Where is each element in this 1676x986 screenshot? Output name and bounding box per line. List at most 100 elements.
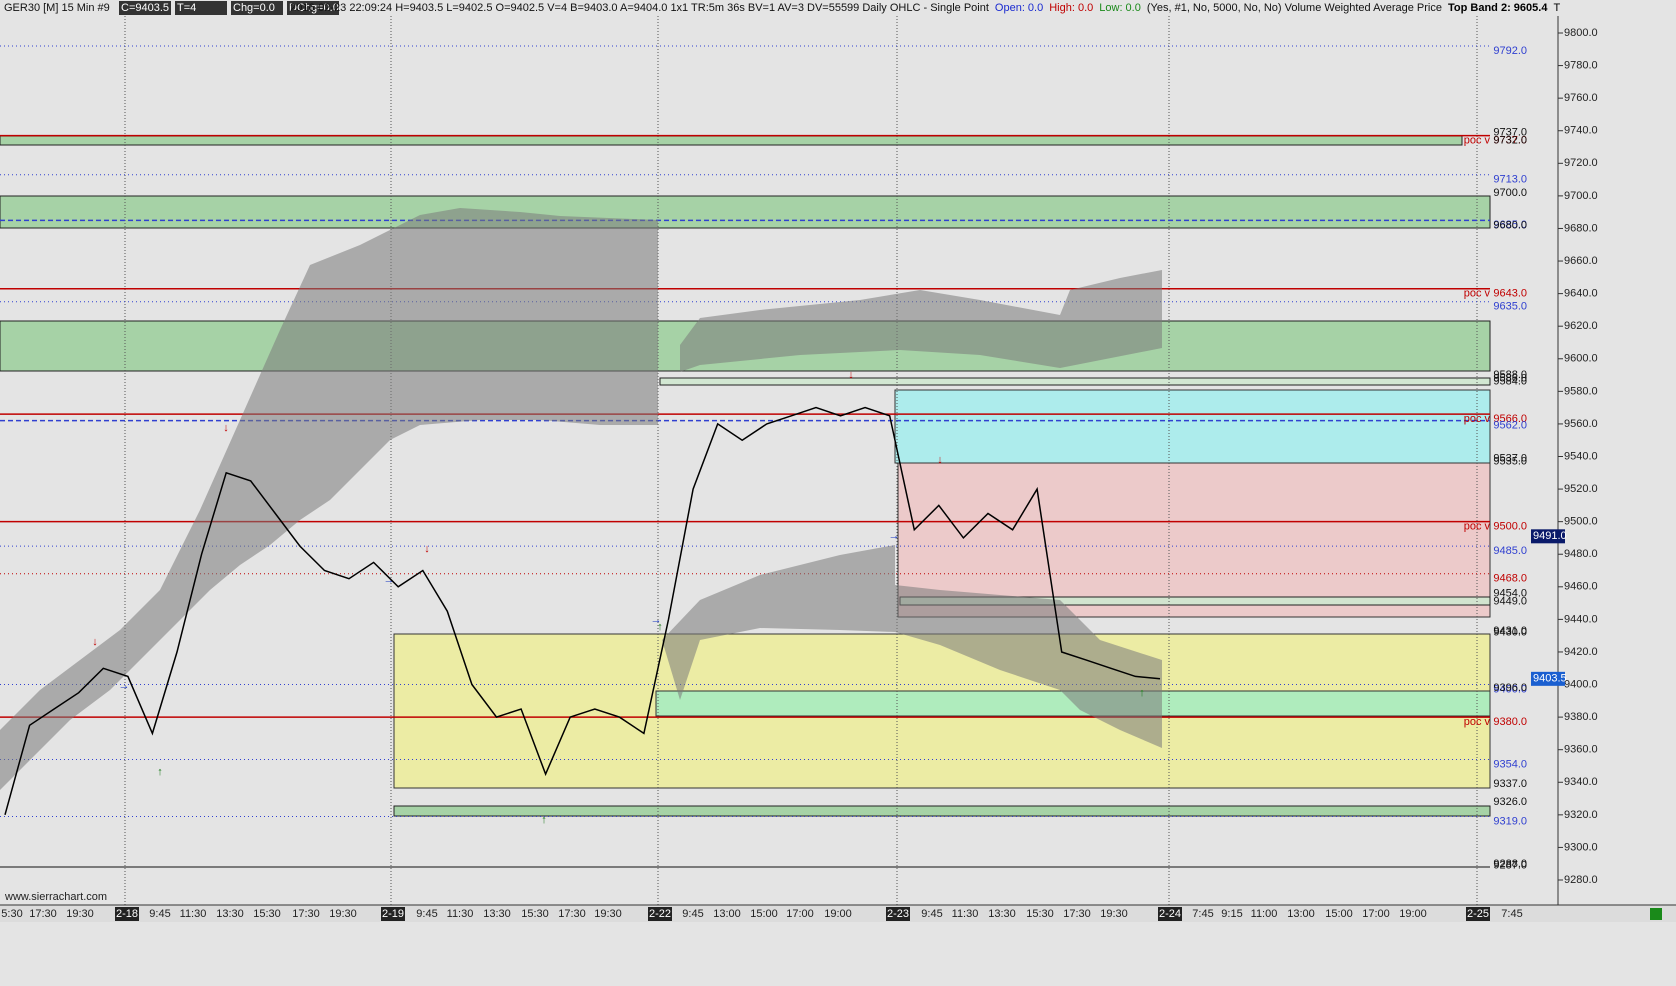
price-marker-label: 9403.5 bbox=[1533, 673, 1567, 685]
level-label: 9500.0 bbox=[1493, 521, 1527, 533]
zone-label: 9449.0 bbox=[1493, 596, 1527, 608]
entry-arrow: → bbox=[119, 680, 130, 692]
y-tick-label: 9500.0 bbox=[1564, 516, 1598, 528]
y-tick-label: 9440.0 bbox=[1564, 613, 1598, 625]
price-line bbox=[4, 406, 1161, 815]
zone-label: 9732.0 bbox=[1493, 135, 1527, 147]
y-tick-label: 9280.0 bbox=[1564, 874, 1598, 886]
y-tick-label: 9420.0 bbox=[1564, 646, 1598, 658]
vwap-band bbox=[662, 545, 1162, 748]
day-box bbox=[381, 907, 405, 921]
zone-label: 9537.0 bbox=[1493, 452, 1527, 464]
time-label: 19:00 bbox=[1399, 908, 1427, 920]
zone-label: 9288.0 bbox=[1493, 858, 1527, 870]
zone-label: 9454.0 bbox=[1493, 587, 1527, 599]
level-label: 9380.0 bbox=[1493, 716, 1527, 728]
entry-arrow: → bbox=[889, 530, 900, 542]
zone bbox=[894, 389, 1491, 464]
y-tick-label: 9580.0 bbox=[1564, 385, 1598, 397]
level-prefix: poc v bbox=[1464, 521, 1491, 533]
time-label: 17:30 bbox=[29, 908, 57, 920]
level-label: 9354.0 bbox=[1493, 758, 1527, 770]
zone bbox=[0, 135, 1463, 146]
level-label: 9643.0 bbox=[1493, 288, 1527, 300]
level-label: 9737.0 bbox=[1493, 135, 1527, 147]
level-label: 9485.0 bbox=[1493, 545, 1527, 557]
header-info: 2016-02-23 22:09:24 H=9403.5 L=9402.5 O=… bbox=[290, 2, 1560, 14]
header: GER30 [M] 15 Min #9 bbox=[4, 2, 110, 14]
y-tick-label: 9540.0 bbox=[1564, 450, 1598, 462]
zone-label: 9430.0 bbox=[1493, 627, 1527, 639]
y-tick-label: 9620.0 bbox=[1564, 320, 1598, 332]
header-box bbox=[287, 1, 339, 15]
time-label: 19:30 bbox=[1100, 908, 1128, 920]
price-marker-label: 9491.0 bbox=[1533, 530, 1567, 542]
time-label: 13:00 bbox=[713, 908, 741, 920]
y-tick-label: 9660.0 bbox=[1564, 255, 1598, 267]
zone-label: 9737.0 bbox=[1493, 127, 1527, 139]
time-label: 19:30 bbox=[66, 908, 94, 920]
time-label: 9:15 bbox=[1221, 908, 1242, 920]
day-label: 2-18 bbox=[116, 908, 138, 920]
sell-arrow: ↓ bbox=[424, 543, 430, 555]
time-label: 13:00 bbox=[1287, 908, 1315, 920]
zone-label: 9584.0 bbox=[1493, 376, 1527, 388]
time-label: 11:30 bbox=[180, 908, 207, 920]
time-label: 7:45 bbox=[1192, 908, 1213, 920]
open: Open: 0.0 bbox=[995, 2, 1043, 14]
zone bbox=[0, 195, 1491, 229]
y-tick-label: 9520.0 bbox=[1564, 483, 1598, 495]
y-tick-label: 9680.0 bbox=[1564, 222, 1598, 234]
time-label: 11:00 bbox=[1251, 908, 1278, 920]
header-box bbox=[119, 1, 171, 15]
y-tick-label: 9380.0 bbox=[1564, 711, 1598, 723]
vwap-band bbox=[680, 270, 1162, 372]
zone-label: 9535.0 bbox=[1493, 456, 1527, 468]
y-tick-label: 9780.0 bbox=[1564, 59, 1598, 71]
level-label: 9468.0 bbox=[1493, 573, 1527, 585]
level-label: 9635.0 bbox=[1493, 301, 1527, 313]
day-label: 2-24 bbox=[1159, 908, 1181, 920]
y-tick-label: 9700.0 bbox=[1564, 190, 1598, 202]
day-box bbox=[886, 907, 910, 921]
level-label: 9400.0 bbox=[1493, 683, 1527, 695]
time-label: 9:45 bbox=[149, 908, 170, 920]
level-prefix: poc v bbox=[1464, 413, 1491, 425]
level-prefix: poc v bbox=[1464, 288, 1491, 300]
zone-label: 9586.0 bbox=[1493, 372, 1527, 384]
price-marker bbox=[1531, 671, 1565, 686]
sell-arrow: ↓ bbox=[937, 454, 943, 466]
time-label: 17:30 bbox=[558, 908, 586, 920]
vwap-band bbox=[0, 208, 658, 790]
vwap-bands bbox=[0, 208, 1162, 790]
header-box-label: T=4 bbox=[177, 2, 196, 14]
time-label: 17:30 bbox=[1063, 908, 1091, 920]
day-label: 2-23 bbox=[887, 908, 909, 920]
level-label: 9319.0 bbox=[1493, 815, 1527, 827]
entry-arrow: → bbox=[384, 574, 395, 586]
level-label: 9562.0 bbox=[1493, 420, 1527, 432]
watermark: www.sierrachart.com bbox=[4, 891, 107, 903]
time-label: 7:45 bbox=[1501, 908, 1522, 920]
y-tick-label: 9560.0 bbox=[1564, 418, 1598, 430]
header-box-label: C=9403.5 bbox=[121, 2, 169, 14]
y-tick-label: 9300.0 bbox=[1564, 841, 1598, 853]
zone-label: 9588.0 bbox=[1493, 369, 1527, 381]
zone-label: 9431.0 bbox=[1493, 625, 1527, 637]
zone-label: 9680.0 bbox=[1493, 219, 1527, 231]
zone bbox=[393, 805, 1491, 817]
level-prefix: poc v bbox=[1464, 135, 1491, 147]
y-tick-label: 9460.0 bbox=[1564, 581, 1598, 593]
time-label: 13:30 bbox=[216, 908, 244, 920]
zone-label: 9700.0 bbox=[1493, 187, 1527, 199]
band: Top Band 2: 9605.4 bbox=[1448, 2, 1548, 14]
time-label: 15:30 bbox=[521, 908, 549, 920]
y-tick-label: 9640.0 bbox=[1564, 288, 1598, 300]
level-prefix: poc v bbox=[1464, 716, 1491, 728]
time-label: 15:30 bbox=[253, 908, 281, 920]
header-box-label: Chg=0.0 bbox=[233, 2, 275, 14]
level-label: 9792.0 bbox=[1493, 45, 1527, 57]
y-tick-label: 9340.0 bbox=[1564, 776, 1598, 788]
time-label: 13:30 bbox=[988, 908, 1016, 920]
buy-arrow: ↑ bbox=[157, 766, 163, 778]
